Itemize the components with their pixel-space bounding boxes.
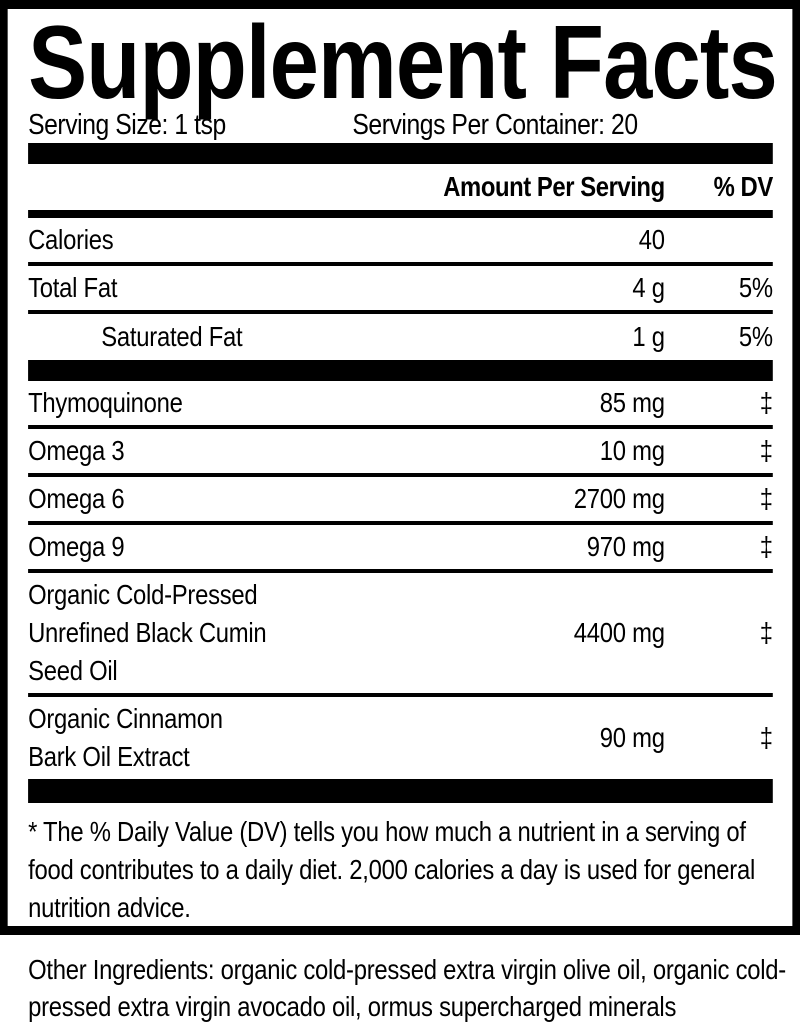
nutrient-amount: 4400 mg	[573, 617, 665, 648]
nutrient-amount: 4 g	[632, 272, 665, 303]
table-row-cinnamon-bark-oil: Organic Cinnamon Bark Oil Extract 90 mg …	[28, 697, 773, 779]
nutrient-amount: 85 mg	[599, 387, 665, 418]
nutrient-name: Omega 9	[28, 531, 125, 562]
nutrient-name: Calories	[28, 224, 114, 255]
percent-dv-header: % DV	[713, 171, 774, 202]
nutrient-dv: 5%	[738, 321, 773, 352]
label-title: Supplement Facts	[28, 5, 778, 121]
nutrient-dv: ‡	[759, 435, 773, 466]
nutrient-dv: ‡	[759, 617, 773, 648]
table-row-omega-6: Omega 6 2700 mg ‡	[28, 477, 773, 525]
section-divider-bar-middle	[28, 360, 773, 381]
serving-info-row: Serving Size: 1 tsp Servings Per Contain…	[28, 107, 773, 143]
not-established-footnote: ‡ Daily Value (DV) not established.	[28, 933, 773, 935]
nutrient-amount: 2700 mg	[573, 483, 665, 514]
nutrient-name: Total Fat	[28, 272, 118, 303]
table-header-row: Amount Per Serving % DV	[28, 164, 773, 218]
servings-per-container-text: Servings Per Container: 20	[352, 108, 638, 141]
table-row-black-cumin-seed-oil: Organic Cold-Pressed Unrefined Black Cum…	[28, 573, 773, 697]
nutrient-name: Saturated Fat	[101, 321, 243, 352]
table-row-thymoquinone: Thymoquinone 85 mg ‡	[28, 381, 773, 429]
amount-per-serving-header: Amount Per Serving	[443, 171, 665, 202]
other-ingredients-text: Other Ingredients: organic cold-pressed …	[28, 954, 786, 1022]
nutrient-dv: ‡	[759, 387, 773, 418]
serving-size-text: Serving Size: 1 tsp	[28, 108, 226, 141]
table-row-omega-3: Omega 3 10 mg ‡	[28, 429, 773, 477]
nutrient-dv: ‡	[759, 483, 773, 514]
nutrient-name: Omega 3	[28, 435, 125, 466]
nutrient-dv: ‡	[759, 531, 773, 562]
nutrient-amount: 1 g	[632, 321, 665, 352]
nutrient-dv: 5%	[738, 272, 773, 303]
section-divider-bar-bottom	[28, 779, 773, 803]
nutrient-amount: 40	[638, 224, 665, 255]
nutrient-name: Organic Cinnamon Bark Oil Extract	[28, 703, 223, 772]
table-row-calories: Calories 40	[28, 218, 773, 266]
table-row-omega-9: Omega 9 970 mg ‡	[28, 525, 773, 573]
nutrient-amount: 10 mg	[599, 435, 665, 466]
table-row-saturated-fat: Saturated Fat 1 g 5%	[28, 314, 773, 360]
footnotes-block: * The % Daily Value (DV) tells you how m…	[28, 803, 773, 935]
daily-value-footnote: * The % Daily Value (DV) tells you how m…	[28, 816, 756, 923]
nutrient-dv: ‡	[759, 722, 773, 753]
nutrient-name: Thymoquinone	[28, 387, 183, 418]
label-border-box: Supplement Facts Serving Size: 1 tsp Ser…	[0, 0, 800, 935]
nutrient-name: Omega 6	[28, 483, 125, 514]
nutrient-name: Organic Cold-Pressed Unrefined Black Cum…	[28, 579, 267, 686]
nutrient-amount: 970 mg	[586, 531, 665, 562]
nutrient-amount: 90 mg	[599, 722, 665, 753]
section-divider-bar-top	[28, 143, 773, 164]
table-row-total-fat: Total Fat 4 g 5%	[28, 266, 773, 314]
